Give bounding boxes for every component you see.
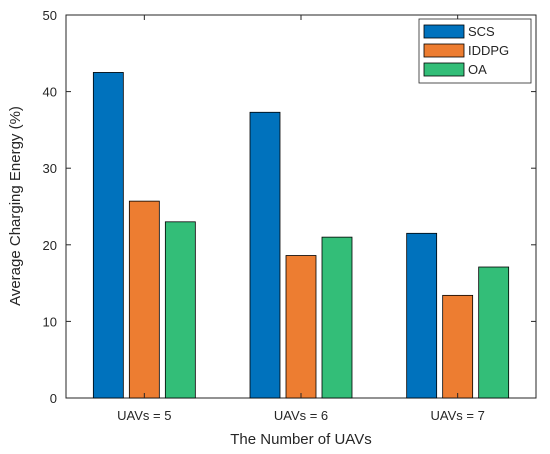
legend-swatch-iddpg — [423, 43, 465, 58]
legend-label-iddpg: IDDPG — [468, 43, 509, 58]
bar-scs-3 — [406, 232, 438, 399]
bar-iddpg-2 — [285, 255, 317, 399]
legend-swatch-oa — [423, 62, 465, 77]
bars-group — [92, 72, 510, 399]
y-tick-label: 20 — [43, 238, 57, 253]
y-tick-label: 40 — [43, 85, 57, 100]
legend-label-oa: OA — [468, 62, 487, 77]
bar-oa-2 — [321, 236, 353, 399]
x-axis-ticks: UAVs = 5 UAVs = 6 UAVs = 7 — [117, 15, 485, 423]
y-axis-title: Average Charging Energy (%) — [7, 106, 24, 306]
legend: SCS IDDPG OA — [418, 18, 532, 84]
bar-iddpg-3 — [442, 294, 474, 399]
x-axis-title: The Number of UAVs — [230, 431, 371, 448]
x-tick-label: UAVs = 7 — [431, 408, 485, 423]
legend-swatch-scs — [423, 24, 465, 39]
y-tick-label: 0 — [50, 391, 57, 406]
bar-oa-1 — [164, 221, 196, 399]
bar-scs-1 — [92, 72, 124, 399]
bar-scs-2 — [249, 111, 281, 399]
y-axis-ticks: 0 10 20 30 40 50 — [43, 8, 536, 406]
y-tick-label: 30 — [43, 161, 57, 176]
x-tick-label: UAVs = 6 — [274, 408, 328, 423]
x-tick-label: UAVs = 5 — [117, 408, 171, 423]
bar-iddpg-1 — [128, 200, 160, 399]
y-tick-label: 50 — [43, 8, 57, 23]
bar-oa-3 — [478, 266, 510, 399]
y-tick-label: 10 — [43, 314, 57, 329]
legend-label-scs: SCS — [468, 24, 495, 39]
